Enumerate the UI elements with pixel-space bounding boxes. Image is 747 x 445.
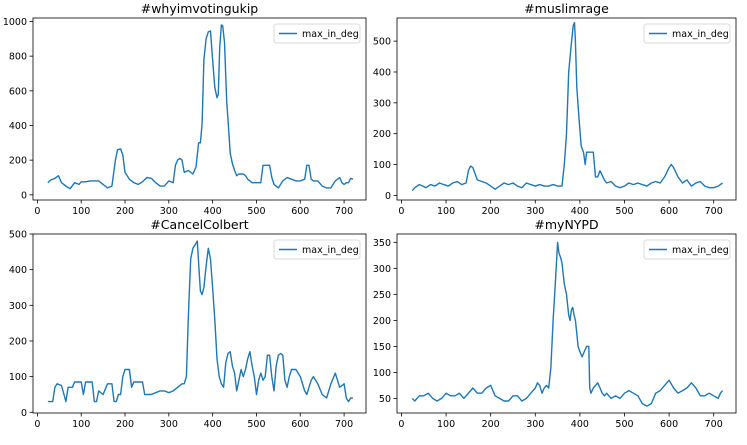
x-tick-label: 500 [615, 206, 633, 217]
axes-frame [396, 233, 737, 414]
legend: max_in_deg [643, 23, 731, 44]
x-tick-label: 300 [160, 206, 178, 217]
axes-frame [32, 17, 367, 201]
legend-label: max_in_deg [672, 29, 729, 40]
x-tick-label: 100 [72, 419, 90, 430]
x-tick-label: 400 [204, 419, 222, 430]
y-tick-label: 250 [373, 290, 391, 301]
x-tick-label: 600 [291, 206, 309, 217]
legend-label: max_in_deg [302, 245, 359, 256]
subplot-1: #whyimvotingukip 0 100 200 300 400 500 600 700 0 2… [3, 1, 367, 217]
y-tick-label: 0 [385, 191, 391, 202]
legend-box [643, 23, 731, 44]
x-tick-label: 100 [72, 206, 90, 217]
legend-box [643, 239, 731, 260]
x-tick-label: 300 [526, 419, 544, 430]
chart-title: #muslimrage [524, 1, 609, 16]
legend: max_in_deg [273, 239, 361, 260]
y-tick-label: 400 [9, 265, 27, 276]
y-tick-label: 200 [9, 336, 27, 347]
x-tick-label: 300 [526, 206, 544, 217]
x-tick-label: 600 [291, 419, 309, 430]
series-line-max-in-deg [411, 21, 724, 192]
x-tick-label: 500 [615, 419, 633, 430]
x-tick-label: 500 [247, 206, 265, 217]
y-tick-label: 500 [373, 37, 391, 48]
x-tick-label: 500 [247, 419, 265, 430]
y-tick-label: 100 [373, 160, 391, 171]
y-tick-label: 600 [9, 86, 27, 97]
legend-box [273, 239, 361, 260]
legend: max_in_deg [273, 23, 361, 44]
legend-label: max_in_deg [302, 29, 359, 40]
y-tick-label: 300 [373, 264, 391, 275]
series-line-max-in-deg [411, 241, 724, 407]
chart-title: #myNYPD [534, 217, 598, 232]
y-tick-label: 200 [373, 316, 391, 327]
y-tick-label: 500 [9, 230, 27, 241]
y-tick-label: 300 [9, 301, 27, 312]
x-tick-label: 200 [116, 206, 134, 217]
x-tick-label: 200 [482, 419, 500, 430]
legend: max_in_deg [643, 239, 731, 260]
series-line-max-in-deg [47, 240, 353, 403]
x-tick-label: 0 [398, 206, 404, 217]
chart-title: #whyimvotingukip [141, 1, 259, 16]
y-tick-label: 50 [379, 394, 391, 405]
axes-frame [396, 17, 737, 201]
x-tick-label: 600 [660, 419, 678, 430]
y-tick-label: 0 [21, 408, 27, 419]
y-tick-label: 300 [373, 98, 391, 109]
x-tick-label: 0 [398, 419, 404, 430]
x-tick-label: 200 [482, 206, 500, 217]
subplot-3: #CancelColbert 0 100 200 300 400 500 600 700 0 100… [9, 217, 367, 430]
axes-frame [32, 233, 367, 414]
x-tick-label: 400 [204, 206, 222, 217]
y-tick-label: 100 [9, 372, 27, 383]
x-tick-label: 300 [160, 419, 178, 430]
y-tick-label: 200 [373, 129, 391, 140]
chart-title: #CancelColbert [150, 217, 248, 232]
y-tick-label: 150 [373, 342, 391, 353]
x-tick-label: 0 [34, 419, 40, 430]
x-tick-label: 100 [437, 419, 455, 430]
y-tick-label: 400 [373, 67, 391, 78]
x-tick-label: 100 [437, 206, 455, 217]
legend-label: max_in_deg [672, 245, 729, 256]
y-tick-label: 800 [9, 52, 27, 63]
y-tick-label: 100 [373, 368, 391, 379]
subplot-4: #myNYPD 0 100 200 300 400 500 600 700 50 100 150 200… [373, 217, 737, 430]
y-tick-label: 1000 [3, 17, 27, 28]
y-tick-label: 200 [9, 156, 27, 167]
x-tick-label: 700 [705, 419, 723, 430]
x-tick-label: 700 [335, 206, 353, 217]
x-tick-label: 400 [571, 206, 589, 217]
x-tick-label: 600 [660, 206, 678, 217]
y-tick-label: 400 [9, 121, 27, 132]
x-tick-label: 400 [571, 419, 589, 430]
subplot-2: #muslimrage 0 100 200 300 400 500 600 700 0 100 200… [373, 1, 737, 217]
y-tick-label: 350 [373, 238, 391, 249]
x-tick-label: 0 [34, 206, 40, 217]
x-tick-label: 200 [116, 419, 134, 430]
x-tick-label: 700 [705, 206, 723, 217]
y-tick-label: 0 [21, 190, 27, 201]
series-line-max-in-deg [47, 24, 354, 190]
legend-box [273, 23, 361, 44]
x-tick-label: 700 [335, 419, 353, 430]
